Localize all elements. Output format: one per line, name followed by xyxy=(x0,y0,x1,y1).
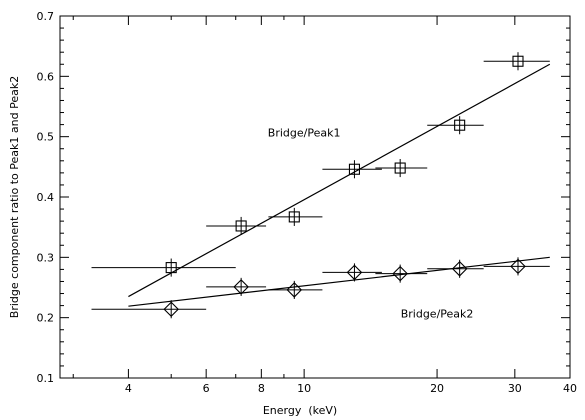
x-tick-label: 8 xyxy=(258,382,265,395)
axis-ticks: 0.1 0.2 0.3 0.4 0.5 0.6 0.7 4 6 8 10 20 30 40 xyxy=(37,10,578,395)
square-marker xyxy=(348,163,360,175)
y-tick-label: 0.6 xyxy=(37,70,55,83)
y-tick-label: 0.5 xyxy=(37,131,55,144)
x-tick-label: 20 xyxy=(430,382,444,395)
square-marker xyxy=(288,211,300,223)
series-annotation: Bridge/Peak2 xyxy=(401,308,474,321)
diamond-marker xyxy=(510,258,526,275)
y-tick-label: 0.1 xyxy=(37,372,55,385)
square-marker xyxy=(165,262,177,274)
y-tick-label: 0.2 xyxy=(37,312,55,325)
y-tick-label: 0.7 xyxy=(37,10,55,23)
diamond-marker xyxy=(163,301,179,317)
square-marker xyxy=(454,119,466,131)
fit-lines xyxy=(128,63,551,307)
data-points xyxy=(91,52,550,319)
y-axis-label: Bridge component ratio to Peak1 and Peak… xyxy=(8,76,21,318)
x-tick-label: 40 xyxy=(563,382,577,395)
diamond-marker xyxy=(346,264,363,281)
fit-line xyxy=(128,63,551,298)
series-annotation: Bridge/Peak1 xyxy=(268,127,341,140)
square-marker xyxy=(235,220,247,232)
x-tick-label: 4 xyxy=(125,382,132,395)
y-tick-label: 0.3 xyxy=(37,251,55,264)
fit-line xyxy=(128,256,550,307)
diamond-marker xyxy=(233,279,249,295)
x-tick-label: 10 xyxy=(297,382,311,395)
x-tick-label: 30 xyxy=(508,382,522,395)
plot-frame xyxy=(59,15,571,379)
x-axis-label: Energy (keV) xyxy=(263,404,337,417)
y-tick-label: 0.4 xyxy=(37,191,55,204)
square-marker xyxy=(512,55,524,67)
diamond-marker xyxy=(451,261,468,277)
square-marker xyxy=(394,162,406,174)
x-tick-label: 6 xyxy=(203,382,210,395)
diamond-marker xyxy=(392,265,408,282)
annotations: Bridge/Peak1 Bridge/Peak2 xyxy=(268,127,474,321)
diamond-marker xyxy=(286,282,303,298)
